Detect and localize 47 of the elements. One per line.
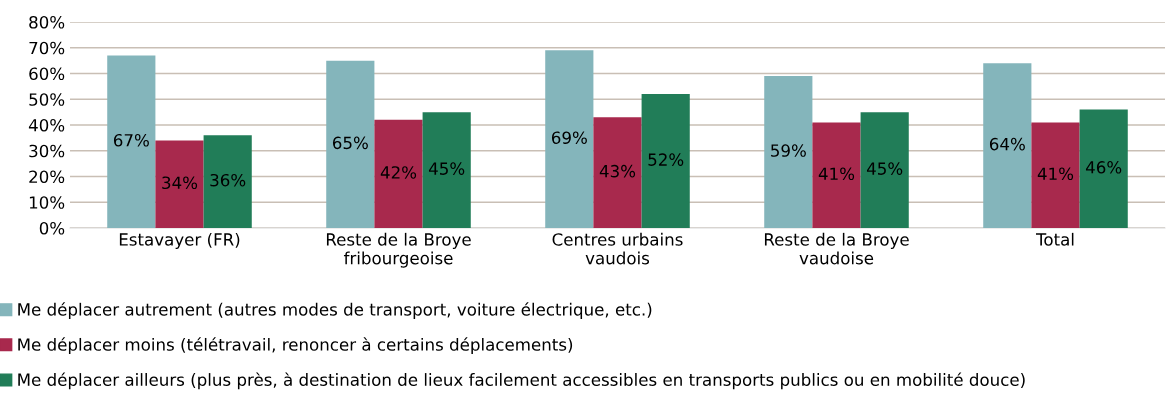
bar	[764, 76, 813, 228]
bar	[326, 60, 375, 228]
data-label: 69%	[551, 131, 587, 144]
bar	[203, 135, 252, 228]
data-label: 45%	[866, 162, 903, 175]
data-label: 41%	[818, 167, 855, 181]
data-label: 67%	[113, 133, 149, 147]
y-tick-label: 10%	[29, 196, 65, 209]
bar	[1079, 109, 1128, 228]
y-tick-label: 60%	[29, 67, 65, 81]
bar	[107, 55, 156, 228]
y-tick-label: 70%	[29, 41, 65, 55]
data-label: 45%	[428, 162, 465, 175]
x-tick-label: Reste de la Broye fribourgeoise	[326, 232, 471, 268]
data-label: 36%	[210, 173, 246, 187]
legend-label: Me déplacer moins (télétravail, renoncer à certains déplacements)	[18, 337, 573, 355]
y-tick-label: 80%	[29, 15, 65, 29]
x-tick-label: Estavayer (FR)	[119, 232, 240, 249]
data-label: 59%	[771, 144, 806, 157]
y-tick-label: 50%	[29, 93, 65, 106]
x-tick-label: Reste de la Broye vaudoise	[764, 232, 909, 265]
bar	[422, 112, 471, 228]
bar	[860, 112, 909, 228]
bar	[1031, 122, 1080, 228]
bar	[983, 63, 1032, 228]
legend-label: Me déplacer ailleurs (plus près, à destination de lieux facilement accessibles en transports publics ou en mobilité douce)	[18, 372, 1025, 390]
bar	[593, 117, 642, 228]
data-label: 43%	[599, 164, 636, 178]
data-label: 46%	[1085, 161, 1122, 174]
data-label: 52%	[648, 153, 684, 166]
bar	[641, 94, 690, 228]
x-tick-label: Centres urbains vaudois	[552, 232, 683, 265]
bar	[374, 119, 423, 228]
data-label: 41%	[1037, 167, 1074, 181]
y-tick-label: 0%	[39, 221, 65, 235]
bar	[155, 140, 204, 228]
data-label: 64%	[989, 137, 1025, 151]
x-tick-label: Total	[1035, 232, 1074, 246]
data-label: 65%	[332, 136, 368, 150]
legend-label: Me déplacer autrement (autres modes de transport, voiture électrique, etc.)	[18, 302, 652, 319]
y-tick-label: 30%	[29, 144, 65, 158]
y-tick-label: 40%	[28, 118, 65, 132]
data-label: 42%	[380, 166, 417, 179]
bar	[545, 50, 594, 228]
y-tick-label: 20%	[29, 170, 65, 184]
data-label: 34%	[162, 176, 198, 190]
bar	[812, 122, 861, 228]
